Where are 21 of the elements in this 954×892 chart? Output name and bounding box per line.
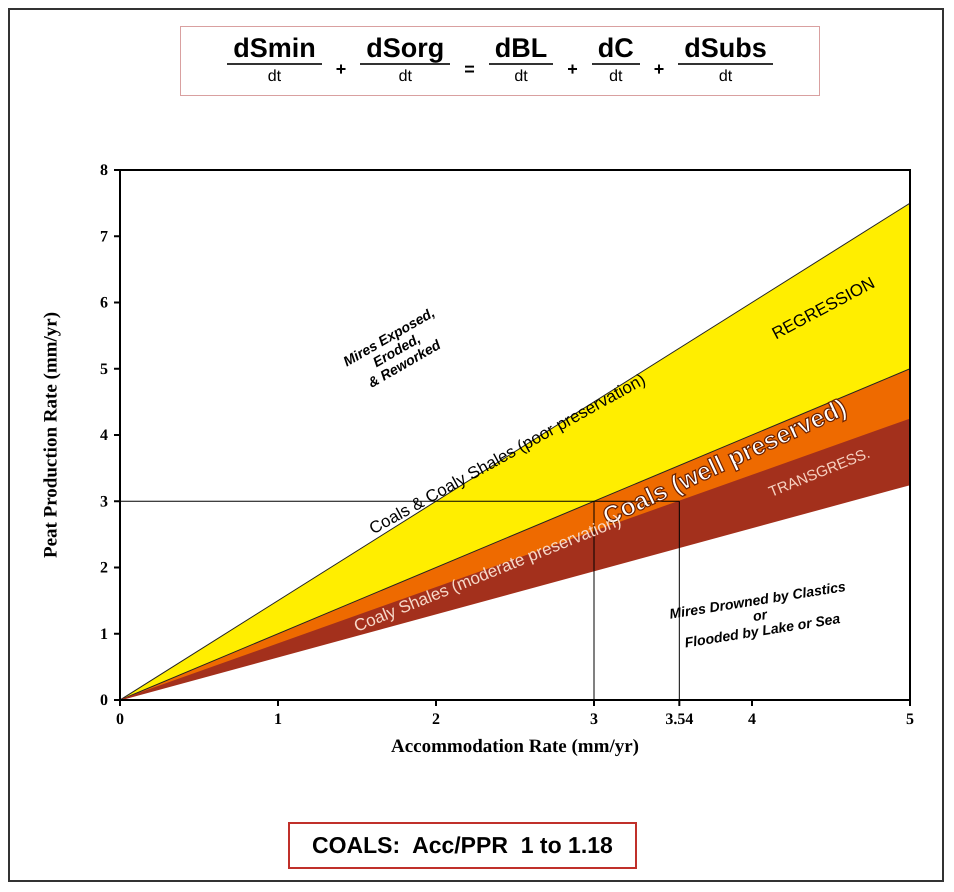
y-axis-title: Peat Production Rate (mm/yr): [40, 312, 62, 558]
y-tick-label: 1: [100, 626, 108, 643]
y-tick-label: 6: [100, 294, 108, 312]
x-tick-label: 0: [116, 711, 124, 728]
text: COALS: Acc/PPR 1 to 1.18: [288, 822, 637, 869]
x-tick-label: 5: [906, 711, 914, 728]
y-tick-label: 7: [100, 228, 108, 246]
y-tick-label: 4: [100, 427, 108, 444]
y-tick-label: 2: [100, 560, 108, 576]
x-tick-label: 3: [590, 711, 598, 728]
x-tick-label: 2: [432, 711, 440, 728]
y-tick-label: 3: [100, 493, 108, 510]
text: dSmin dSorg dBL dC dSubs: [233, 33, 767, 63]
annotation: Mires Drowned by Clastics or Flooded by Lake or Sea: [668, 578, 847, 651]
x-tick-label: 1: [274, 711, 282, 728]
x-tick-label: 3.54: [665, 711, 694, 728]
y-tick-label: 0: [100, 692, 108, 709]
y-tick-label: 8: [100, 162, 108, 179]
x-tick-label: 4: [748, 711, 756, 728]
y-tick-label: 5: [100, 360, 108, 378]
x-axis-title: Accommodation Rate (mm/yr): [391, 736, 639, 757]
